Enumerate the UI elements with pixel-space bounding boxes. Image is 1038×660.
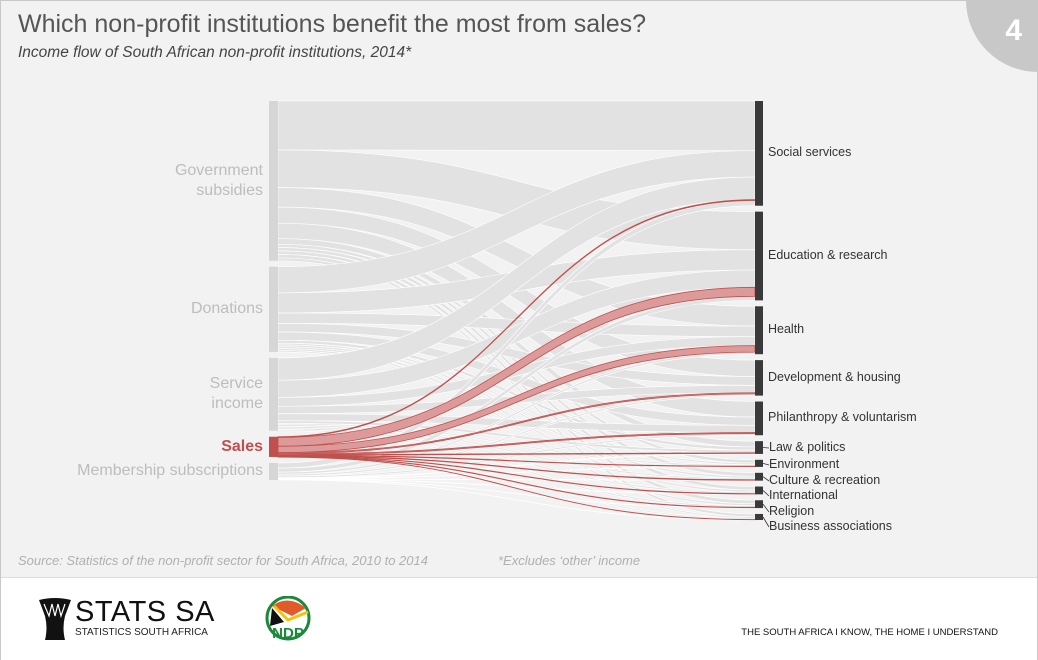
source-node-bar	[269, 462, 278, 480]
source-label-line: Sales	[221, 437, 263, 455]
sankey-diagram	[269, 100, 770, 528]
target-node-bar	[755, 500, 763, 509]
source-label-line: Service	[209, 375, 263, 393]
stats-sa-logo-subtext: STATISTICS SOUTH AFRICA	[75, 627, 208, 638]
source-label-line: Donations	[190, 300, 263, 318]
target-label: Social services	[768, 145, 852, 160]
target-node-bar	[755, 306, 763, 355]
slogan: THE SOUTH AFRICA I KNOW, THE HOME I UNDE…	[741, 627, 998, 638]
target-node-bar	[755, 486, 763, 495]
source-label: Service income	[210, 374, 263, 414]
target-node-bar	[755, 513, 763, 520]
page-title: Which non-profit institutions benefit th…	[18, 10, 647, 38]
footnote: *Excludes ‘other’ income	[498, 553, 641, 568]
target-node-bar	[755, 472, 763, 481]
target-label: Business associations	[769, 519, 892, 533]
source-node-bar	[269, 101, 278, 261]
target-label: Environment	[769, 457, 840, 471]
source-label: Sales	[221, 437, 263, 457]
source-note: Source: Statistics of the non-profit sec…	[18, 553, 428, 568]
footer	[1, 577, 1037, 660]
label-leader-line	[762, 462, 770, 466]
label-leader-line	[762, 476, 770, 482]
target-label: Religion	[769, 504, 815, 518]
stats-sa-logo-icon	[39, 598, 71, 640]
source-label-line: income	[211, 395, 263, 413]
label-leader-line	[762, 490, 770, 497]
target-label: Health	[768, 322, 805, 337]
target-label: International	[769, 488, 838, 502]
target-node-bar	[755, 101, 763, 206]
target-node-bar	[755, 360, 763, 396]
target-node-bar	[755, 441, 763, 454]
target-label: Development & housing	[768, 369, 901, 384]
target-label: Philanthropy & voluntarism	[768, 410, 917, 425]
target-node-bar	[755, 211, 763, 301]
target-label: Law & politics	[769, 440, 846, 454]
source-label: Membership subscriptions	[77, 461, 263, 481]
target-node-bar	[755, 459, 763, 467]
label-leader-line	[762, 503, 770, 513]
source-node-bar	[269, 266, 278, 352]
source-label: Donations	[191, 299, 263, 319]
source-label-line: Membership subscriptions	[77, 462, 263, 480]
page-number: 4	[1005, 14, 1022, 47]
target-label: Culture & recreation	[769, 473, 881, 487]
target-label: Education & research	[768, 248, 888, 262]
source-label-line: subsidies	[196, 181, 263, 199]
source-label-line: Government	[174, 161, 263, 179]
source-label: Government subsidies	[175, 161, 263, 201]
source-node-bar	[269, 436, 278, 457]
target-node-bar	[755, 401, 763, 436]
label-leader-line	[762, 516, 770, 528]
page-subtitle: Income flow of South African non-profit …	[18, 44, 412, 61]
stats-sa-logo-text: STATS SA	[75, 596, 215, 628]
source-node-bar	[269, 357, 278, 431]
svg-text:NDP: NDP	[272, 625, 304, 642]
ndp-2030-logo-icon: NDP	[265, 596, 311, 642]
flow-link	[277, 100, 756, 151]
